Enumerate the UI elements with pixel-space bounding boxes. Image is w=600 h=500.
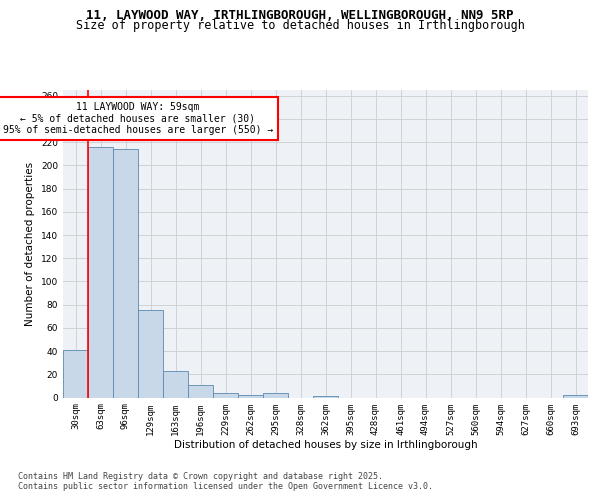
Bar — [113, 149, 138, 398]
Bar — [313, 396, 338, 398]
Text: Size of property relative to detached houses in Irthlingborough: Size of property relative to detached ho… — [76, 19, 524, 32]
Bar — [63, 350, 88, 398]
Bar — [213, 393, 238, 398]
X-axis label: Distribution of detached houses by size in Irthlingborough: Distribution of detached houses by size … — [173, 440, 478, 450]
Text: 11 LAYWOOD WAY: 59sqm
← 5% of detached houses are smaller (30)
95% of semi-detac: 11 LAYWOOD WAY: 59sqm ← 5% of detached h… — [3, 102, 273, 135]
Bar — [163, 371, 188, 398]
Text: Contains public sector information licensed under the Open Government Licence v3: Contains public sector information licen… — [18, 482, 433, 491]
Bar — [138, 310, 163, 398]
Bar — [188, 384, 213, 398]
Text: 11, LAYWOOD WAY, IRTHLINGBOROUGH, WELLINGBOROUGH, NN9 5RP: 11, LAYWOOD WAY, IRTHLINGBOROUGH, WELLIN… — [86, 9, 514, 22]
Text: Contains HM Land Registry data © Crown copyright and database right 2025.: Contains HM Land Registry data © Crown c… — [18, 472, 383, 481]
Bar — [263, 393, 288, 398]
Bar — [238, 395, 263, 398]
Y-axis label: Number of detached properties: Number of detached properties — [25, 162, 35, 326]
Bar — [88, 147, 113, 398]
Bar — [563, 395, 588, 398]
